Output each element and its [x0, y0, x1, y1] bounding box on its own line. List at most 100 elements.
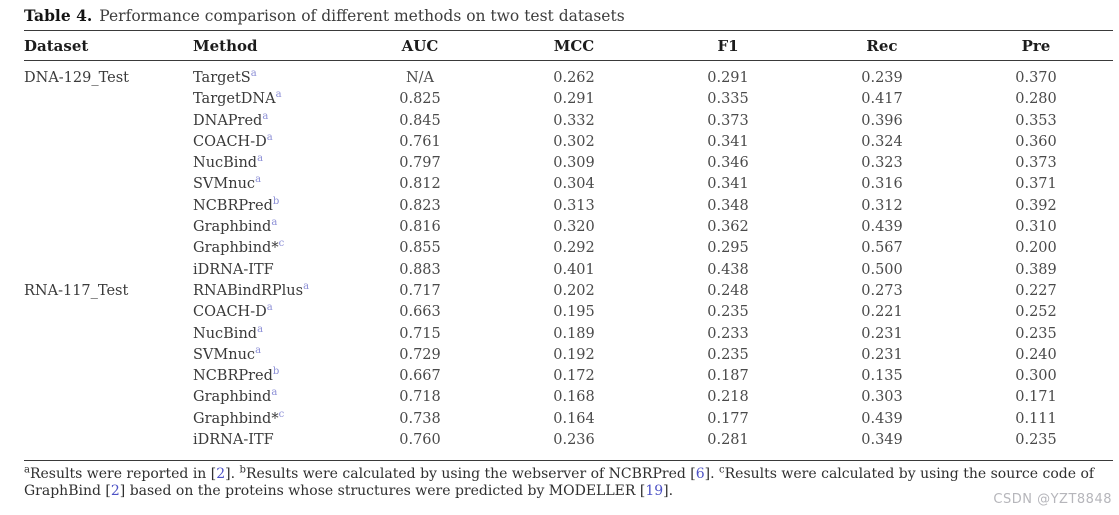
col-header-dataset: Dataset [24, 30, 193, 61]
footnote-marker: c [719, 464, 725, 476]
rec-cell: 0.567 [861, 240, 903, 257]
footnote-marker: c [278, 408, 285, 420]
mcc-cell: 0.313 [553, 197, 595, 214]
auc-cell: 0.797 [399, 155, 441, 172]
dataset-cell [24, 238, 193, 259]
method-cell: TargetSa [193, 61, 343, 90]
method-name: TargetDNA [193, 91, 276, 108]
f1-cell: 0.281 [707, 432, 749, 449]
pre-cell: 0.235 [1015, 325, 1057, 342]
dataset-cell [24, 89, 193, 110]
auc-cell: 0.883 [399, 261, 441, 278]
mcc-cell: 0.164 [553, 410, 595, 427]
dataset-cell [24, 302, 193, 323]
auc-cell: 0.718 [399, 389, 441, 406]
table-row: TargetDNAa 0.825 0.291 0.335 0.417 0.280 [24, 89, 1113, 110]
mcc-cell: 0.292 [553, 240, 595, 257]
pre-cell: 0.360 [1015, 133, 1057, 150]
auc-cell: 0.717 [399, 282, 441, 299]
table-row: NCBRPredb 0.667 0.172 0.187 0.135 0.300 [24, 366, 1113, 387]
footnote-marker: a [255, 345, 262, 357]
pre-cell: 0.373 [1015, 155, 1057, 172]
table-header: Dataset Method AUC MCC F1 Rec Pre [24, 30, 1113, 61]
rec-cell: 0.439 [861, 219, 903, 236]
rec-cell: 0.312 [861, 197, 903, 214]
footnote-marker: b [272, 195, 280, 207]
auc-cell: 0.825 [399, 91, 441, 108]
table-row: NucBinda 0.797 0.309 0.346 0.323 0.373 [24, 153, 1113, 174]
footnote-marker: b [239, 464, 246, 476]
f1-cell: 0.346 [707, 155, 749, 172]
pre-cell: 0.240 [1015, 346, 1057, 363]
mcc-cell: 0.309 [553, 155, 595, 172]
table-row: NucBinda 0.715 0.189 0.233 0.231 0.235 [24, 324, 1113, 345]
method-cell: iDRNA-ITF [193, 260, 343, 281]
mcc-cell: 0.172 [553, 368, 595, 385]
pre-cell: 0.235 [1015, 432, 1057, 449]
pre-cell: 0.171 [1015, 389, 1057, 406]
method-cell: SVMnuca [193, 174, 343, 195]
f1-cell: 0.233 [707, 325, 749, 342]
mcc-cell: 0.401 [553, 261, 595, 278]
auc-cell: 0.715 [399, 325, 441, 342]
footnote-text: ]. [704, 466, 720, 482]
method-name: Graphbind* [193, 410, 279, 427]
rec-cell: 0.135 [861, 368, 903, 385]
table-caption-label: Table 4. [24, 6, 93, 25]
f1-cell: 0.218 [707, 389, 749, 406]
pre-cell: 0.392 [1015, 197, 1057, 214]
f1-cell: 0.341 [707, 133, 749, 150]
footnote-marker: a [24, 464, 30, 476]
auc-cell: 0.761 [399, 133, 441, 150]
f1-cell: 0.348 [707, 197, 749, 214]
auc-cell: 0.729 [399, 346, 441, 363]
rec-cell: 0.396 [861, 112, 903, 129]
method-cell: RNABindRPlusa [193, 281, 343, 302]
footnote-text: Results were calculated by using the sou… [24, 466, 1095, 499]
results-table: Dataset Method AUC MCC F1 Rec Pre DNA-12… [24, 30, 1113, 462]
citation-number: 19 [645, 483, 664, 499]
pre-cell: 0.353 [1015, 112, 1057, 129]
table-row: SVMnuca 0.812 0.304 0.341 0.316 0.371 [24, 174, 1113, 195]
rec-cell: 0.500 [861, 261, 903, 278]
pre-cell: 0.371 [1015, 176, 1057, 193]
method-cell: SVMnuca [193, 345, 343, 366]
method-name: COACH-D [193, 133, 267, 150]
pre-cell: 0.280 [1015, 91, 1057, 108]
pre-cell: 0.252 [1015, 304, 1057, 321]
f1-cell: 0.291 [707, 70, 749, 86]
f1-cell: 0.335 [707, 91, 749, 108]
f1-cell: 0.295 [707, 240, 749, 257]
table-row: RNA-117_Test RNABindRPlusa 0.717 0.202 0.248… [24, 281, 1113, 302]
f1-cell: 0.438 [707, 261, 749, 278]
auc-cell: 0.812 [399, 176, 441, 193]
rec-cell: 0.349 [861, 432, 903, 449]
rec-cell: 0.273 [861, 282, 903, 299]
rec-cell: 0.323 [861, 155, 903, 172]
pre-cell: 0.227 [1015, 282, 1057, 299]
method-name: SVMnuc [193, 346, 256, 363]
footnote-marker: a [303, 281, 310, 293]
citation-number: 2 [216, 466, 226, 482]
rec-cell: 0.316 [861, 176, 903, 193]
table-row: SVMnuca 0.729 0.192 0.235 0.231 0.240 [24, 345, 1113, 366]
watermark: CSDN @YZT8848 [993, 492, 1112, 507]
rec-cell: 0.417 [861, 91, 903, 108]
auc-cell: 0.663 [399, 304, 441, 321]
col-header-f1: F1 [651, 30, 805, 61]
method-cell: TargetDNAa [193, 89, 343, 110]
dataset-cell [24, 196, 193, 217]
table-row: Graphbinda 0.718 0.168 0.218 0.303 0.171 [24, 387, 1113, 408]
method-cell: NCBRPredb [193, 366, 343, 387]
footnote-marker: a [250, 68, 257, 80]
dataset-cell [24, 387, 193, 408]
method-name: Graphbind [193, 219, 272, 236]
f1-cell: 0.235 [707, 346, 749, 363]
table-row: DNA-129_Test TargetSa N/A 0.262 0.291 0.239 0.… [24, 61, 1113, 90]
mcc-cell: 0.332 [553, 112, 595, 129]
method-cell: Graphbind*c [193, 238, 343, 259]
footnote-marker: a [257, 323, 264, 335]
table-row: DNAPreda 0.845 0.332 0.373 0.396 0.353 [24, 111, 1113, 132]
col-header-rec: Rec [805, 30, 959, 61]
rec-cell: 0.303 [861, 389, 903, 406]
